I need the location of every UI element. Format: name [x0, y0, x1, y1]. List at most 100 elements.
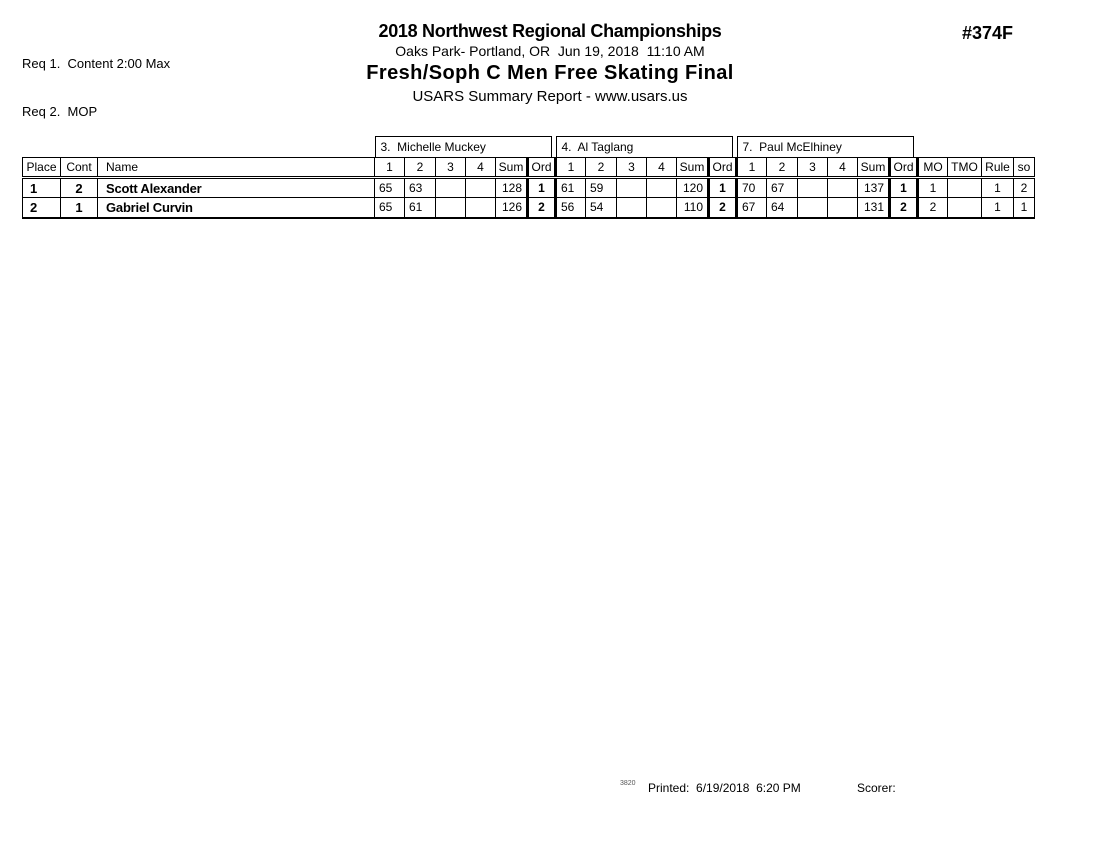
j3-ord-header: Ord [888, 157, 919, 179]
cont-cell: 2 [60, 177, 98, 198]
tmo-header: TMO [947, 157, 982, 179]
j1-trial-2-header: 2 [404, 157, 436, 179]
printed-timestamp: Printed: 6/19/2018 6:20 PM [648, 781, 801, 795]
req-line-2: Req 2. MOP [22, 104, 98, 119]
j2-trial-1-header: 1 [555, 157, 586, 179]
judge-row-spacer-right [918, 136, 1035, 158]
j1-sum-cell: 126 [495, 197, 528, 219]
so-cell: 2 [1013, 177, 1035, 198]
j2-trial-4-header: 4 [646, 157, 677, 179]
j1-ord-header: Ord [526, 157, 557, 179]
j3-trial-1-header: 1 [736, 157, 767, 179]
j1-score-4-cell [465, 177, 496, 198]
judge-3-header-cell: 7. Paul McElhiney [736, 136, 918, 158]
j2-sum-cell: 110 [676, 197, 709, 219]
j3-sum-cell: 131 [857, 197, 890, 219]
judge-2-header-cell: 4. Al Taglang [555, 136, 737, 158]
j3-trial-3-header: 3 [797, 157, 828, 179]
mo-header: MO [917, 157, 948, 179]
skater-name-cell: Gabriel Curvin [97, 197, 375, 219]
j3-score-1-cell: 70 [736, 177, 767, 198]
judge-row-spacer-left [23, 136, 375, 158]
rule-header: Rule [981, 157, 1014, 179]
table-row: 2 1 Gabriel Curvin 65 61 126 2 56 54 110… [22, 197, 1035, 219]
rule-cell: 1 [981, 177, 1014, 198]
results-table: 3. Michelle Muckey 4. Al Taglang 7. Paul… [22, 136, 1035, 219]
judge-1-header-cell: 3. Michelle Muckey [374, 136, 556, 158]
mo-cell: 2 [917, 197, 948, 219]
print-code: 3820 [620, 780, 636, 787]
venue-date-line: Oaks Park- Portland, OR Jun 19, 2018 11:… [395, 43, 705, 59]
j3-sum-header: Sum [857, 157, 890, 179]
championship-title: 2018 Northwest Regional Championships [378, 21, 722, 41]
req-line-1: Req 1. Content 2:00 Max [22, 56, 171, 71]
table-row: 1 2 Scott Alexander 65 63 128 1 61 59 12… [22, 177, 1035, 198]
place-header: Place [22, 157, 61, 179]
j2-score-2-cell: 59 [585, 177, 617, 198]
j2-trial-2-header: 2 [585, 157, 617, 179]
name-header: Name [97, 157, 375, 179]
j1-score-1-cell: 65 [374, 177, 405, 198]
j2-ord-cell: 2 [707, 197, 738, 219]
j1-score-3-cell [435, 197, 466, 219]
j3-score-2-cell: 64 [766, 197, 798, 219]
j3-sum-cell: 137 [857, 177, 890, 198]
j1-score-2-cell: 63 [404, 177, 436, 198]
judge-1-name: 3. Michelle Muckey [374, 136, 552, 157]
j3-trial-2-header: 2 [766, 157, 798, 179]
j3-score-3-cell [797, 197, 828, 219]
j2-sum-cell: 120 [676, 177, 709, 198]
judge-header-row: 3. Michelle Muckey 4. Al Taglang 7. Paul… [23, 136, 1035, 158]
j2-score-2-cell: 54 [585, 197, 617, 219]
event-title: Fresh/Soph C Men Free Skating Final [366, 62, 734, 84]
column-header-row: Place Cont Name 1 2 3 4 Sum Ord 1 2 3 4 … [22, 157, 1035, 179]
j3-ord-cell: 2 [888, 197, 919, 219]
mo-cell: 1 [917, 177, 948, 198]
j2-sum-header: Sum [676, 157, 709, 179]
j2-score-1-cell: 61 [555, 177, 586, 198]
j3-ord-cell: 1 [888, 177, 919, 198]
so-cell: 1 [1013, 197, 1035, 219]
j2-score-4-cell [646, 197, 677, 219]
j2-score-4-cell [646, 177, 677, 198]
requirements-block: Req 1. Content 2:00 Max Req 2. MOP [22, 24, 170, 152]
event-number: #374F [962, 23, 1014, 43]
j2-score-1-cell: 56 [555, 197, 586, 219]
report-header: 2018 Northwest Regional Championships Oa… [0, 21, 1100, 107]
j3-score-1-cell: 67 [736, 197, 767, 219]
j1-trial-1-header: 1 [374, 157, 405, 179]
j1-sum-cell: 128 [495, 177, 528, 198]
j2-trial-3-header: 3 [616, 157, 647, 179]
place-cell: 2 [22, 197, 61, 219]
j2-score-3-cell [616, 197, 647, 219]
j1-sum-header: Sum [495, 157, 528, 179]
j1-score-4-cell [465, 197, 496, 219]
j2-ord-header: Ord [707, 157, 738, 179]
cont-cell: 1 [60, 197, 98, 219]
j3-score-4-cell [827, 177, 858, 198]
j3-score-3-cell [797, 177, 828, 198]
j1-score-3-cell [435, 177, 466, 198]
place-cell: 1 [22, 177, 61, 198]
j1-score-1-cell: 65 [374, 197, 405, 219]
tmo-cell [947, 177, 982, 198]
j1-ord-cell: 1 [526, 177, 557, 198]
scorer-label: Scorer: [857, 781, 896, 795]
j2-score-3-cell [616, 177, 647, 198]
j3-score-2-cell: 67 [766, 177, 798, 198]
judge-2-name: 4. Al Taglang [555, 136, 733, 157]
tmo-cell [947, 197, 982, 219]
j2-ord-cell: 1 [707, 177, 738, 198]
j1-ord-cell: 2 [526, 197, 557, 219]
j1-score-2-cell: 61 [404, 197, 436, 219]
j3-score-4-cell [827, 197, 858, 219]
report-type-line: USARS Summary Report - www.usars.us [412, 88, 688, 105]
j3-trial-4-header: 4 [827, 157, 858, 179]
so-header: so [1013, 157, 1035, 179]
judge-3-name: 7. Paul McElhiney [736, 136, 914, 157]
j1-trial-3-header: 3 [435, 157, 466, 179]
cont-header: Cont [60, 157, 98, 179]
skater-name-cell: Scott Alexander [97, 177, 375, 198]
rule-cell: 1 [981, 197, 1014, 219]
